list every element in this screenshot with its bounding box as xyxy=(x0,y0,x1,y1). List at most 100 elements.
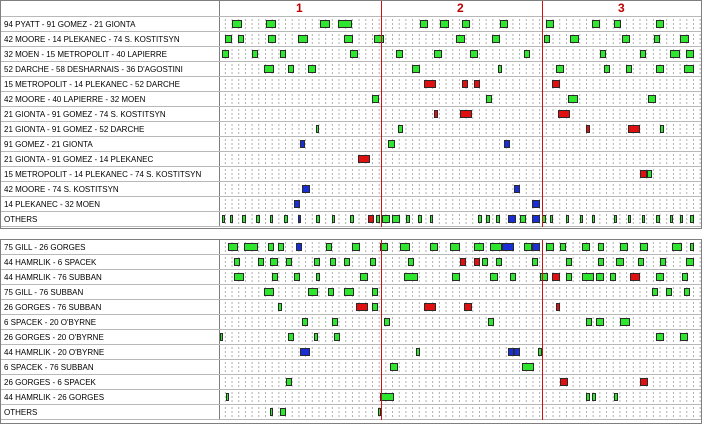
even-strength-shift-block[interactable] xyxy=(234,258,240,266)
even-strength-shift-block[interactable] xyxy=(286,258,292,266)
even-strength-shift-block[interactable] xyxy=(416,348,420,356)
even-strength-shift-block[interactable] xyxy=(566,215,569,223)
even-strength-shift-block[interactable] xyxy=(640,243,648,251)
power-play-shift-block[interactable] xyxy=(424,303,436,311)
even-strength-shift-block[interactable] xyxy=(268,243,274,251)
power-play-shift-block[interactable] xyxy=(358,155,370,163)
even-strength-shift-block[interactable] xyxy=(580,215,583,223)
even-strength-shift-block[interactable] xyxy=(666,288,672,296)
even-strength-shift-block[interactable] xyxy=(286,378,292,386)
even-strength-shift-block[interactable] xyxy=(226,393,229,401)
even-strength-shift-block[interactable] xyxy=(232,20,242,28)
even-strength-shift-block[interactable] xyxy=(490,273,498,281)
even-strength-shift-block[interactable] xyxy=(474,243,484,251)
even-strength-shift-block[interactable] xyxy=(690,215,694,223)
even-strength-shift-block[interactable] xyxy=(380,393,394,401)
even-strength-shift-block[interactable] xyxy=(418,215,422,223)
even-strength-shift-block[interactable] xyxy=(660,258,666,266)
even-strength-shift-block[interactable] xyxy=(568,95,578,103)
even-strength-shift-block[interactable] xyxy=(486,95,492,103)
even-strength-shift-block[interactable] xyxy=(614,393,618,401)
even-strength-shift-block[interactable] xyxy=(234,273,244,281)
even-strength-shift-block[interactable] xyxy=(338,20,352,28)
even-strength-shift-block[interactable] xyxy=(684,65,694,73)
even-strength-shift-block[interactable] xyxy=(238,35,244,43)
even-strength-shift-block[interactable] xyxy=(280,408,286,416)
even-strength-shift-block[interactable] xyxy=(228,243,238,251)
even-strength-shift-block[interactable] xyxy=(268,35,276,43)
even-strength-shift-block[interactable] xyxy=(320,20,330,28)
even-strength-shift-block[interactable] xyxy=(654,35,660,43)
even-strength-shift-block[interactable] xyxy=(684,288,690,296)
even-strength-shift-block[interactable] xyxy=(570,35,579,43)
short-handed-shift-block[interactable] xyxy=(302,185,310,193)
even-strength-shift-block[interactable] xyxy=(656,273,664,281)
short-handed-shift-block[interactable] xyxy=(508,348,514,356)
even-strength-shift-block[interactable] xyxy=(440,20,449,28)
even-strength-shift-block[interactable] xyxy=(404,273,418,281)
power-play-shift-block[interactable] xyxy=(640,378,648,386)
even-strength-shift-block[interactable] xyxy=(332,318,338,326)
even-strength-shift-block[interactable] xyxy=(586,318,592,326)
even-strength-shift-block[interactable] xyxy=(372,288,378,296)
even-strength-shift-block[interactable] xyxy=(582,243,590,251)
even-strength-shift-block[interactable] xyxy=(620,318,630,326)
even-strength-shift-block[interactable] xyxy=(546,243,554,251)
even-strength-shift-block[interactable] xyxy=(392,215,400,223)
even-strength-shift-block[interactable] xyxy=(280,50,286,58)
even-strength-shift-block[interactable] xyxy=(264,65,274,73)
even-strength-shift-block[interactable] xyxy=(308,288,318,296)
even-strength-shift-block[interactable] xyxy=(278,243,284,251)
even-strength-shift-block[interactable] xyxy=(556,65,564,73)
even-strength-shift-block[interactable] xyxy=(626,65,632,73)
short-handed-shift-block[interactable] xyxy=(300,140,305,148)
even-strength-shift-block[interactable] xyxy=(596,318,604,326)
even-strength-shift-block[interactable] xyxy=(670,50,680,58)
short-handed-shift-block[interactable] xyxy=(532,243,540,251)
even-strength-shift-block[interactable] xyxy=(396,50,403,58)
even-strength-shift-block[interactable] xyxy=(656,20,664,28)
even-strength-shift-block[interactable] xyxy=(370,258,376,266)
even-strength-shift-block[interactable] xyxy=(592,393,596,401)
even-strength-shift-block[interactable] xyxy=(222,215,225,223)
even-strength-shift-block[interactable] xyxy=(222,50,229,58)
even-strength-shift-block[interactable] xyxy=(660,125,664,133)
even-strength-shift-block[interactable] xyxy=(434,50,442,58)
even-strength-shift-block[interactable] xyxy=(244,243,258,251)
short-handed-shift-block[interactable] xyxy=(532,215,540,223)
even-strength-shift-block[interactable] xyxy=(350,50,358,58)
even-strength-shift-block[interactable] xyxy=(538,348,542,356)
short-handed-shift-block[interactable] xyxy=(504,140,510,148)
even-strength-shift-block[interactable] xyxy=(690,243,694,251)
even-strength-shift-block[interactable] xyxy=(288,333,294,341)
power-play-shift-block[interactable] xyxy=(586,125,590,133)
even-strength-shift-block[interactable] xyxy=(496,258,502,266)
even-strength-shift-block[interactable] xyxy=(334,333,340,341)
even-strength-shift-block[interactable] xyxy=(598,243,604,251)
even-strength-shift-block[interactable] xyxy=(598,258,604,266)
short-handed-shift-block[interactable] xyxy=(294,200,300,208)
even-strength-shift-block[interactable] xyxy=(298,35,308,43)
even-strength-shift-block[interactable] xyxy=(332,215,335,223)
power-play-shift-block[interactable] xyxy=(462,80,468,88)
even-strength-shift-block[interactable] xyxy=(478,215,482,223)
even-strength-shift-block[interactable] xyxy=(270,408,273,416)
power-play-shift-block[interactable] xyxy=(628,125,640,133)
power-play-shift-block[interactable] xyxy=(640,170,647,178)
power-play-shift-block[interactable] xyxy=(474,258,480,266)
power-play-shift-block[interactable] xyxy=(558,110,570,118)
even-strength-shift-block[interactable] xyxy=(378,408,381,416)
even-strength-shift-block[interactable] xyxy=(550,215,553,223)
even-strength-shift-block[interactable] xyxy=(390,363,398,371)
even-strength-shift-block[interactable] xyxy=(486,215,490,223)
even-strength-shift-block[interactable] xyxy=(376,215,380,223)
even-strength-shift-block[interactable] xyxy=(680,35,689,43)
even-strength-shift-block[interactable] xyxy=(680,333,688,341)
even-strength-shift-block[interactable] xyxy=(412,65,420,73)
even-strength-shift-block[interactable] xyxy=(256,215,260,223)
even-strength-shift-block[interactable] xyxy=(380,243,388,251)
power-play-shift-block[interactable] xyxy=(474,80,480,88)
even-strength-shift-block[interactable] xyxy=(470,50,478,58)
even-strength-shift-block[interactable] xyxy=(450,243,460,251)
even-strength-shift-block[interactable] xyxy=(316,273,320,281)
